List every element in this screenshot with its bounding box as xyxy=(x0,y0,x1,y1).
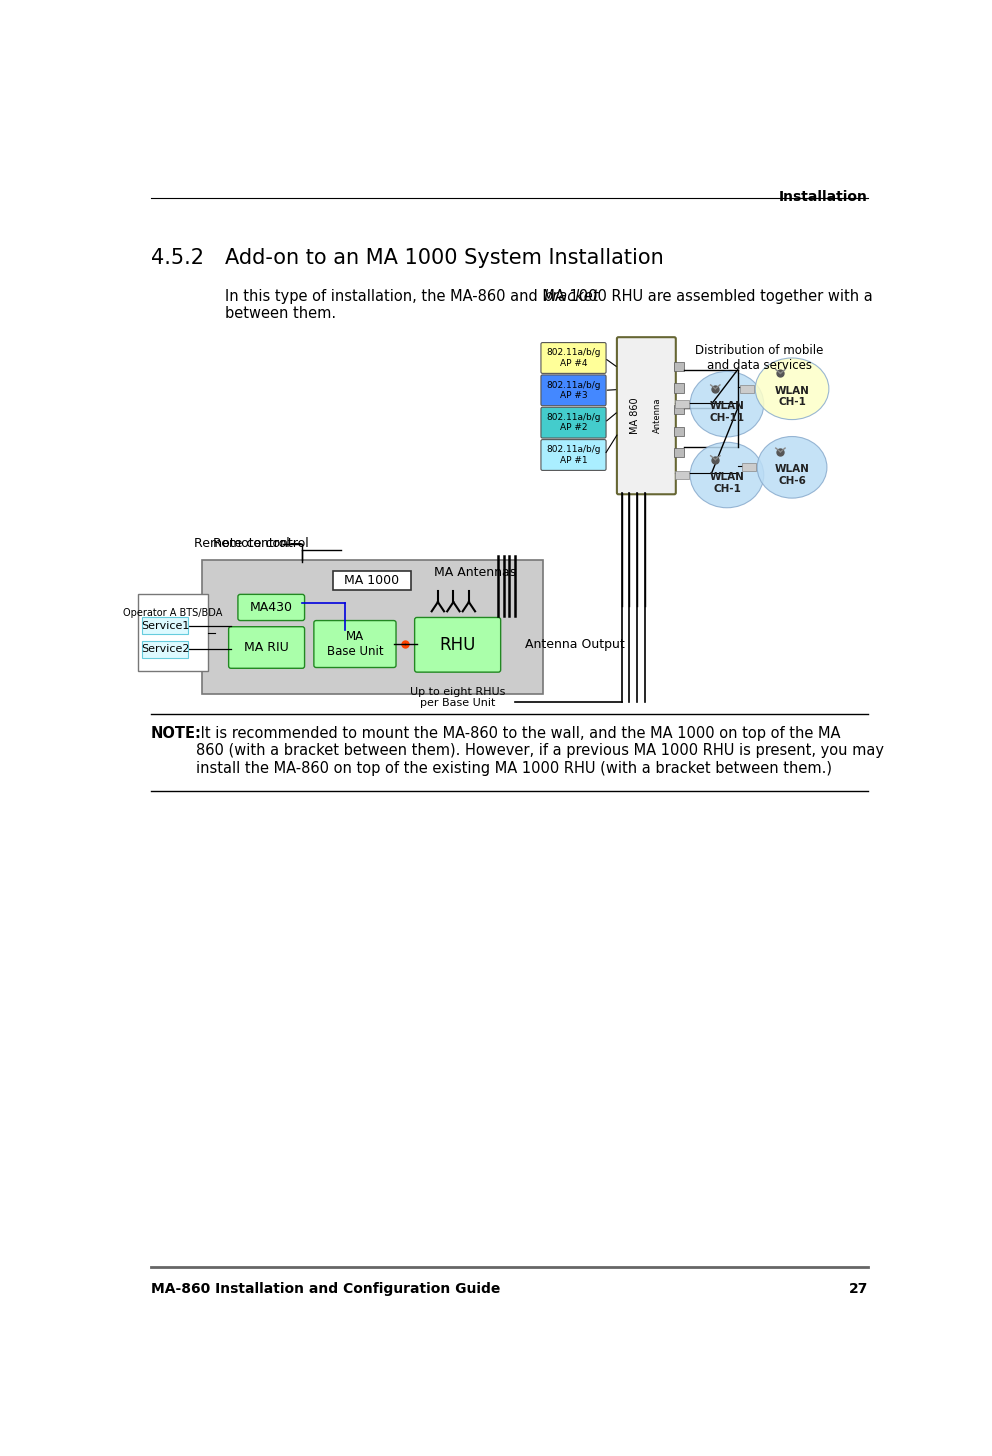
Text: In this type of installation, the MA-860 and MA 1000 RHU are assembled together : In this type of installation, the MA-860… xyxy=(225,288,877,304)
Text: Antenna: Antenna xyxy=(653,397,662,434)
Text: Add-on to an MA 1000 System Installation: Add-on to an MA 1000 System Installation xyxy=(225,248,664,268)
Text: 802.11a/b/g
AP #4: 802.11a/b/g AP #4 xyxy=(547,348,601,368)
Bar xyxy=(201,559,543,695)
Bar xyxy=(675,405,683,414)
Text: WLAN
CH-6: WLAN CH-6 xyxy=(775,464,809,486)
Bar xyxy=(675,448,683,457)
Text: MA RIU: MA RIU xyxy=(244,641,289,654)
Text: Antenna Output: Antenna Output xyxy=(526,638,625,651)
Bar xyxy=(675,400,688,408)
FancyBboxPatch shape xyxy=(617,338,676,494)
Text: RHU: RHU xyxy=(439,636,476,654)
Text: bracket: bracket xyxy=(544,288,599,304)
Ellipse shape xyxy=(690,443,764,508)
Text: Up to eight RHUs
per Base Unit: Up to eight RHUs per Base Unit xyxy=(410,687,505,709)
Ellipse shape xyxy=(757,437,827,498)
Text: Distribution of mobile
and data services: Distribution of mobile and data services xyxy=(695,344,823,373)
FancyBboxPatch shape xyxy=(313,620,396,667)
Text: Operator A BTS/BDA: Operator A BTS/BDA xyxy=(123,609,222,619)
FancyBboxPatch shape xyxy=(228,626,305,668)
Text: Installation: Installation xyxy=(779,191,868,204)
FancyBboxPatch shape xyxy=(541,408,606,438)
Text: MA
Base Unit: MA Base Unit xyxy=(326,630,383,658)
Text: 802.11a/b/g
AP #2: 802.11a/b/g AP #2 xyxy=(547,414,601,432)
Text: 27: 27 xyxy=(848,1281,868,1296)
Bar xyxy=(675,472,688,479)
Ellipse shape xyxy=(755,358,829,419)
Ellipse shape xyxy=(690,371,764,437)
Bar xyxy=(675,383,683,393)
Text: 4.5.2: 4.5.2 xyxy=(151,248,204,268)
Text: Remote control—: Remote control— xyxy=(194,537,303,550)
Text: NOTE:: NOTE: xyxy=(151,727,202,741)
Bar xyxy=(333,571,411,590)
FancyBboxPatch shape xyxy=(415,617,501,673)
Text: Service1: Service1 xyxy=(141,620,189,630)
Text: WLAN
CH-1: WLAN CH-1 xyxy=(709,472,744,494)
Text: Service2: Service2 xyxy=(141,644,189,654)
Bar xyxy=(675,427,683,435)
Text: between them.: between them. xyxy=(225,306,336,320)
Text: Remote control: Remote control xyxy=(213,537,309,550)
FancyBboxPatch shape xyxy=(541,342,606,373)
Bar xyxy=(740,384,754,393)
Text: MA 1000: MA 1000 xyxy=(344,574,400,587)
Text: It is recommended to mount the MA-860 to the wall, and the MA 1000 on top of the: It is recommended to mount the MA-860 to… xyxy=(196,727,884,776)
Bar xyxy=(138,594,207,671)
Text: WLAN
CH-1: WLAN CH-1 xyxy=(775,386,809,408)
FancyBboxPatch shape xyxy=(541,440,606,470)
FancyBboxPatch shape xyxy=(541,374,606,406)
Text: 802.11a/b/g
AP #1: 802.11a/b/g AP #1 xyxy=(547,446,601,464)
Text: MA430: MA430 xyxy=(250,601,293,614)
Bar xyxy=(142,641,188,658)
Bar xyxy=(675,363,683,371)
Bar xyxy=(142,617,188,635)
Bar xyxy=(742,463,756,472)
Text: 802.11a/b/g
AP #3: 802.11a/b/g AP #3 xyxy=(547,380,601,400)
Text: WLAN
CH-11: WLAN CH-11 xyxy=(709,400,745,422)
Text: MA-860 Installation and Configuration Guide: MA-860 Installation and Configuration Gu… xyxy=(151,1281,501,1296)
Text: MA Antennas: MA Antennas xyxy=(434,566,516,579)
Text: MA 860: MA 860 xyxy=(631,397,641,434)
FancyBboxPatch shape xyxy=(238,594,305,620)
